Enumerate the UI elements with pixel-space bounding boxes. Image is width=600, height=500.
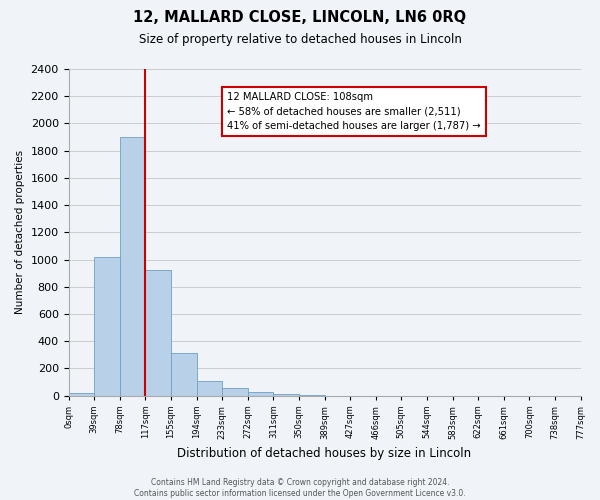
- X-axis label: Distribution of detached houses by size in Lincoln: Distribution of detached houses by size …: [178, 447, 472, 460]
- Y-axis label: Number of detached properties: Number of detached properties: [15, 150, 25, 314]
- Bar: [248, 392, 274, 396]
- Bar: [197, 380, 222, 396]
- Bar: [145, 270, 171, 396]
- Bar: [299, 395, 325, 396]
- Bar: [171, 353, 197, 396]
- Text: Size of property relative to detached houses in Lincoln: Size of property relative to detached ho…: [139, 32, 461, 46]
- Text: 12 MALLARD CLOSE: 108sqm
← 58% of detached houses are smaller (2,511)
41% of sem: 12 MALLARD CLOSE: 108sqm ← 58% of detach…: [227, 92, 481, 132]
- Bar: [274, 394, 299, 396]
- Text: Contains HM Land Registry data © Crown copyright and database right 2024.
Contai: Contains HM Land Registry data © Crown c…: [134, 478, 466, 498]
- Text: 12, MALLARD CLOSE, LINCOLN, LN6 0RQ: 12, MALLARD CLOSE, LINCOLN, LN6 0RQ: [133, 10, 467, 25]
- Bar: [120, 137, 145, 396]
- Bar: [222, 388, 248, 396]
- Bar: [68, 393, 94, 396]
- Bar: [94, 257, 120, 396]
